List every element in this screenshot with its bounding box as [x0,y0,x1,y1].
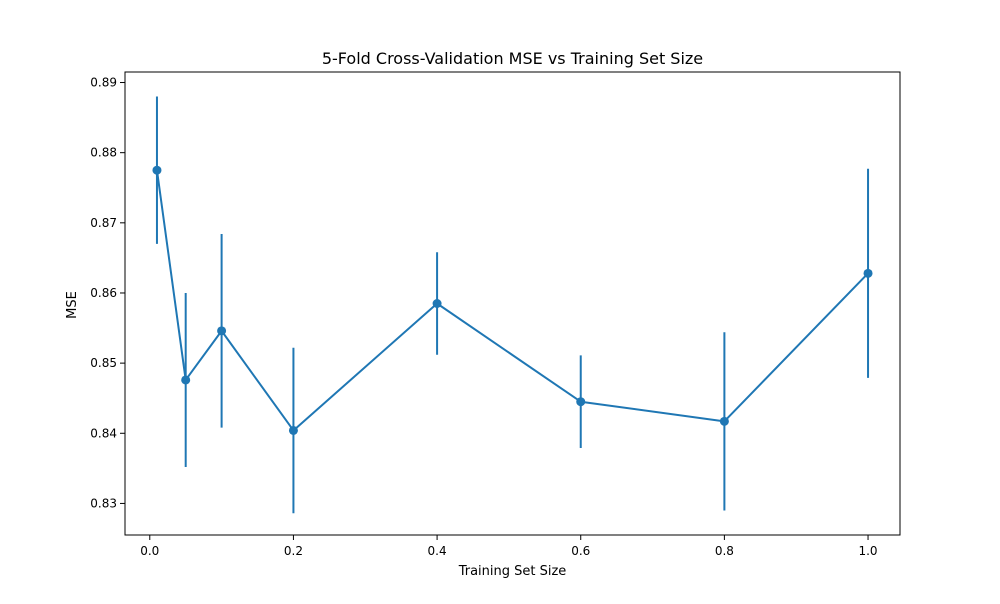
x-tick-label: 0.6 [571,544,590,558]
data-point [719,416,729,426]
x-tick-label: 0.2 [284,544,303,558]
axis-ticks: 0.0 0.2 0.4 0.6 0.8 1.0 0.83 0.84 0.85 0.86 0.87 0.… [90,76,877,558]
data-point [152,165,162,175]
plot-marks [152,96,873,514]
series-line [155,170,869,432]
x-tick-label: 0.0 [140,544,159,558]
y-tick-label: 0.89 [90,76,117,90]
y-tick-label: 0.86 [90,286,117,300]
data-point [217,326,227,336]
y-tick-label: 0.87 [90,216,117,230]
y-tick-label: 0.84 [90,426,117,440]
y-tick-label: 0.83 [90,496,117,510]
x-tick-label: 1.0 [858,544,877,558]
data-point [288,425,298,435]
x-tick-label: 0.4 [428,544,447,558]
x-tick-label: 0.8 [715,544,734,558]
x-axis-label: Training Set Size [458,564,567,579]
y-tick-label: 0.85 [90,356,117,370]
data-point [432,299,442,308]
plot-area-frame [124,71,901,536]
data-point [576,397,586,407]
data-point [863,268,873,278]
chart-title: 5-Fold Cross-Validation MSE vs Training … [322,49,703,68]
data-point [181,375,191,385]
y-tick-label: 0.88 [90,146,117,160]
y-axis-label: MSE [65,291,80,319]
